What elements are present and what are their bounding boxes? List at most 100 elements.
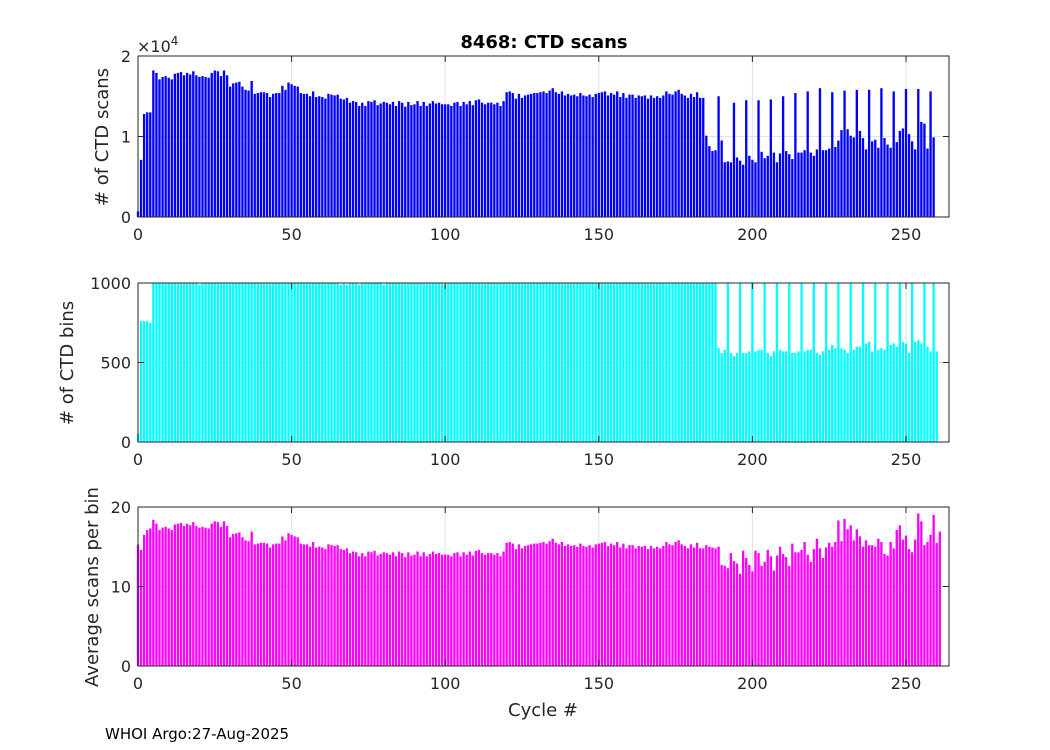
bar <box>803 541 806 666</box>
bar <box>493 104 496 217</box>
bar <box>806 349 809 442</box>
bar <box>622 283 625 442</box>
bar <box>788 154 791 217</box>
bar <box>480 553 484 666</box>
bar <box>382 101 385 217</box>
bar <box>674 541 677 666</box>
bar <box>520 283 524 442</box>
bar <box>477 549 481 666</box>
bar <box>364 105 367 217</box>
bar <box>815 538 819 666</box>
bar <box>849 283 852 442</box>
bar <box>935 351 938 442</box>
bar <box>192 71 195 217</box>
bar <box>726 283 729 442</box>
bar <box>652 283 656 442</box>
bar <box>917 89 920 217</box>
bar <box>213 283 216 442</box>
bar <box>413 104 416 217</box>
bar <box>315 97 318 217</box>
bar <box>665 283 668 442</box>
bar <box>324 283 327 442</box>
bar <box>330 283 333 442</box>
bar <box>437 283 441 442</box>
bar <box>235 82 238 217</box>
bar <box>616 91 619 217</box>
bar <box>874 546 877 666</box>
bar <box>499 556 502 666</box>
bar <box>373 550 376 666</box>
bar <box>677 89 680 217</box>
bar <box>321 283 324 442</box>
bar <box>631 545 634 666</box>
bar <box>907 352 911 442</box>
ctd-bins-panel: # of CTD bins 0 50 100 150 200 250 0 500 1000 <box>57 274 950 469</box>
bar <box>459 105 462 217</box>
bar <box>557 93 561 217</box>
bar <box>216 71 220 217</box>
bar <box>330 545 333 666</box>
bar <box>265 93 269 217</box>
bar <box>914 341 917 442</box>
bar <box>499 105 502 217</box>
bar <box>563 283 567 442</box>
bar <box>361 283 364 442</box>
bar <box>763 561 766 666</box>
y-axis-label: # of CTD bins <box>57 301 78 425</box>
bar <box>867 545 871 666</box>
bar <box>628 283 631 442</box>
bar <box>708 146 711 217</box>
bar <box>861 138 865 217</box>
bar <box>287 283 290 442</box>
bar <box>812 549 815 666</box>
bar <box>440 554 444 666</box>
bar <box>348 283 352 442</box>
x-tick-label: 0 <box>133 225 143 244</box>
x-tick-label: 0 <box>133 450 143 469</box>
bar <box>496 102 499 217</box>
bar <box>680 93 683 217</box>
bar <box>382 284 385 442</box>
bar <box>170 79 173 217</box>
bar <box>594 93 597 217</box>
bar <box>502 101 505 217</box>
bar <box>742 352 745 442</box>
x-tick-label: 200 <box>737 674 768 693</box>
bar <box>173 73 177 218</box>
bar <box>889 345 892 442</box>
x-tick-label: 100 <box>430 674 461 693</box>
bar <box>388 283 392 442</box>
bar <box>450 105 453 217</box>
bar <box>895 346 898 442</box>
bar <box>379 283 382 442</box>
bar <box>311 283 315 442</box>
bar <box>732 561 736 666</box>
bar <box>502 283 505 442</box>
bar <box>659 97 662 217</box>
bar <box>437 553 441 666</box>
bar <box>198 527 201 666</box>
bar <box>354 283 358 442</box>
bar <box>447 283 450 442</box>
bar <box>886 555 889 666</box>
bar <box>708 283 711 442</box>
bar <box>490 102 493 217</box>
bar <box>932 283 935 442</box>
bar <box>597 283 600 442</box>
bar <box>548 90 551 217</box>
bar <box>871 141 874 217</box>
bar <box>754 351 757 442</box>
bar <box>671 545 674 666</box>
bar <box>161 283 164 442</box>
bar <box>539 283 542 442</box>
bar <box>342 283 345 442</box>
bar <box>422 101 425 217</box>
bar <box>370 101 373 217</box>
bar <box>176 283 180 442</box>
bar <box>926 346 929 442</box>
bar <box>232 83 235 218</box>
bar <box>268 97 272 217</box>
bar <box>757 553 760 666</box>
bar <box>225 75 229 217</box>
bar <box>791 159 794 217</box>
